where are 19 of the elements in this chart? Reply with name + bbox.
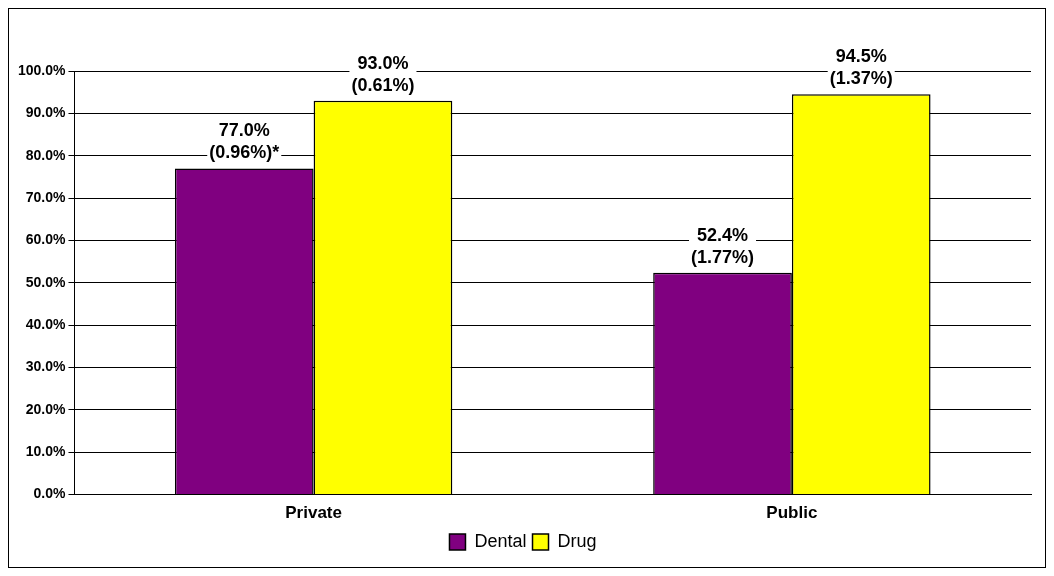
data-label: 77.0% (0.96%)*: [209, 120, 280, 163]
y-tick-label: 50.0%: [25, 273, 67, 290]
x-tick-label: Private: [285, 503, 342, 523]
y-tick-label: 60.0%: [25, 231, 67, 248]
y-tick-label: 30.0%: [25, 358, 67, 375]
y-tick-label: 0.0%: [33, 485, 67, 502]
data-label: 94.5% (1.37%): [829, 46, 893, 89]
y-tick-label: 90.0%: [25, 104, 67, 121]
y-tick-label: 70.0%: [25, 188, 67, 205]
y-tick-label: 20.0%: [25, 400, 67, 417]
legend-label: Dental: [474, 530, 527, 551]
y-tick-label: 80.0%: [25, 146, 67, 163]
data-label: 93.0% (0.61%): [351, 52, 415, 95]
y-tick-label: 40.0%: [25, 316, 67, 333]
data-label: 52.4% (1.77%): [691, 224, 755, 267]
y-tick-label: 10.0%: [25, 443, 67, 460]
y-tick-label: 100.0%: [18, 61, 67, 78]
legend-label: Drug: [557, 530, 597, 551]
x-tick-label: Public: [766, 503, 818, 523]
